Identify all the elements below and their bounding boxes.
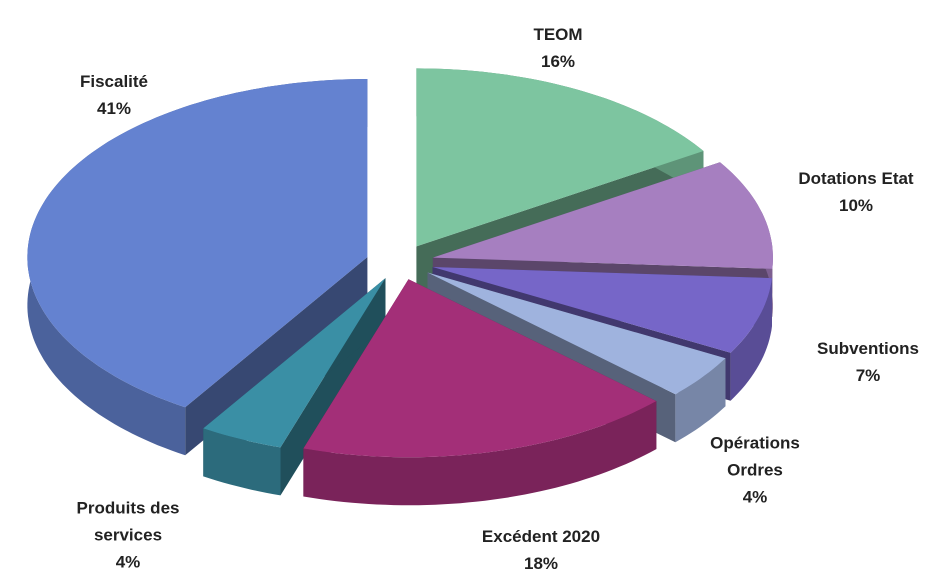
slice-top [27,79,368,408]
slice-rim [303,401,657,506]
slice-label: Fiscalité 41% [54,68,174,122]
slice-label: Produits des services 4% [63,495,193,576]
category-name: Excédent 2020 [481,527,601,546]
value-label: 4% [115,552,141,572]
value-label: 18% [523,554,559,573]
slice-label: Opérations Ordres 4% [700,430,810,511]
category-name: Subventions [816,339,919,358]
slice [203,278,386,496]
value-label: 41% [96,99,132,118]
value-label: 7% [855,366,881,385]
slice-label: Excédent 2020 18% [441,523,641,577]
category-name: Produits des services [76,498,180,545]
slice-label: Subventions 7% [798,335,938,389]
slice-label: TEOM 16% [498,21,618,75]
category-name: TEOM [533,25,583,44]
slice-label: Dotations Etat 10% [766,165,946,219]
slice-top [432,162,773,269]
slice-rim [730,278,772,401]
slice-top [203,278,386,448]
value-label: 16% [540,52,576,71]
slice-rim [203,428,281,496]
slice [303,279,657,506]
slice-top [303,279,657,458]
category-name: Dotations Etat [798,169,914,188]
slice-top [427,272,726,395]
category-name: Fiscalité [79,72,149,91]
slice-top [432,267,772,353]
slice-top [416,68,704,247]
slice [27,79,368,456]
value-label: 10% [838,196,874,215]
value-label: 4% [742,487,768,507]
category-name: Opérations Ordres [710,433,800,480]
slice-wall [185,257,368,456]
slice-rim [675,358,726,443]
